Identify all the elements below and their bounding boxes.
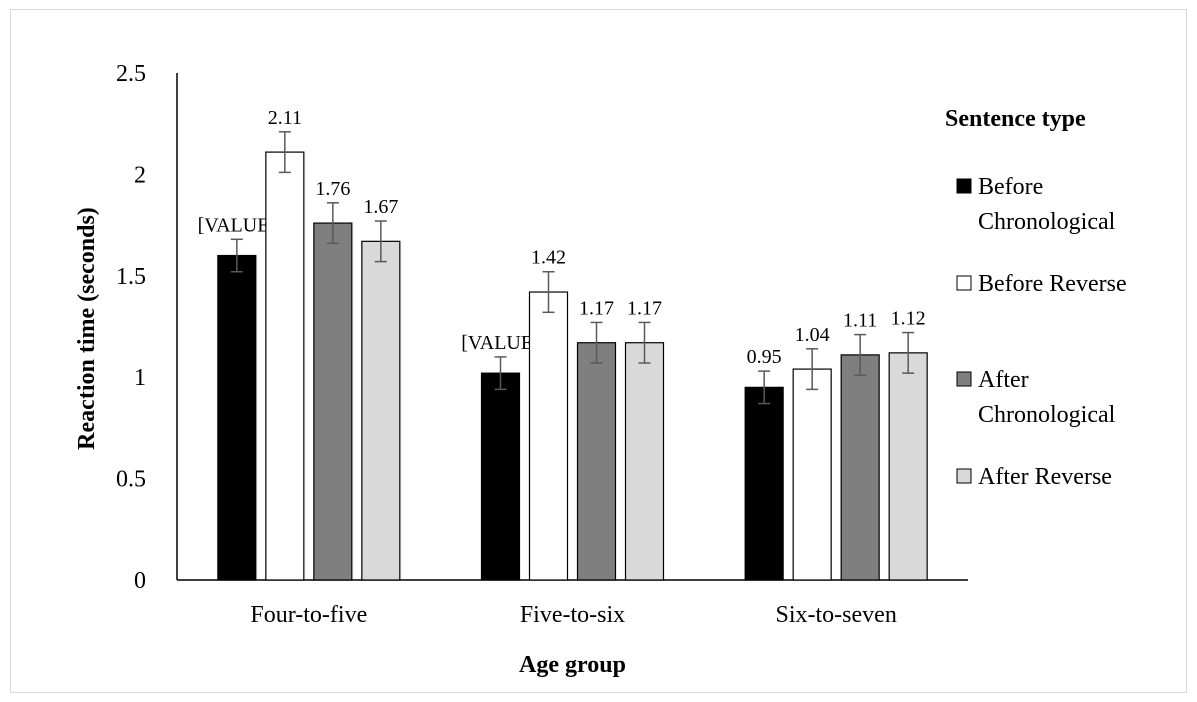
x-tick-label: Four-to-five xyxy=(250,602,367,628)
y-tick-label: 2 xyxy=(134,162,146,188)
data-label: 1.17 xyxy=(579,297,614,319)
chart-frame xyxy=(10,9,1187,693)
bar xyxy=(313,222,353,581)
bar xyxy=(528,291,569,581)
legend-label: After Reverse xyxy=(978,464,1112,490)
legend-swatch xyxy=(956,468,972,484)
bar xyxy=(217,254,257,581)
bar xyxy=(576,342,617,581)
y-axis-title: Reaction time (seconds) xyxy=(74,207,100,450)
data-label: 1.42 xyxy=(531,247,566,269)
legend-title: Sentence type xyxy=(945,106,1086,132)
data-label: 0.95 xyxy=(747,346,782,368)
y-tick-label: 2.5 xyxy=(116,61,146,87)
data-label: 1.67 xyxy=(363,196,398,218)
bar xyxy=(480,372,521,581)
legend-swatch xyxy=(956,178,972,194)
data-label: 1.17 xyxy=(627,297,662,319)
x-axis-title: Age group xyxy=(519,652,626,678)
y-tick-label: 1.5 xyxy=(116,264,146,290)
legend-label: After xyxy=(978,367,1029,393)
data-label: 1.12 xyxy=(891,308,926,330)
x-tick-label: Five-to-six xyxy=(520,602,625,628)
bar xyxy=(265,151,305,581)
y-tick-label: 1 xyxy=(134,365,146,391)
data-label: [VALUE] xyxy=(198,214,277,236)
x-tick-label: Six-to-seven xyxy=(776,602,897,628)
legend-label: Chronological xyxy=(978,402,1116,428)
data-label: [VALUE] xyxy=(461,332,540,354)
legend-swatch xyxy=(956,275,972,291)
bar xyxy=(840,354,880,581)
bar xyxy=(624,342,665,581)
y-tick-label: 0 xyxy=(134,568,146,594)
y-tick-label: 0.5 xyxy=(116,467,146,493)
bar xyxy=(744,386,784,581)
legend-swatch xyxy=(956,371,972,387)
legend-label: Chronological xyxy=(978,209,1116,235)
bar xyxy=(361,240,401,581)
legend-label: Before Reverse xyxy=(978,271,1127,297)
data-label: 1.76 xyxy=(315,178,350,200)
bar xyxy=(792,368,832,581)
data-label: 2.11 xyxy=(268,107,302,129)
data-label: 1.04 xyxy=(795,324,830,346)
data-label: 1.11 xyxy=(843,310,877,332)
legend-label: Before xyxy=(978,174,1043,200)
bar xyxy=(888,352,928,581)
